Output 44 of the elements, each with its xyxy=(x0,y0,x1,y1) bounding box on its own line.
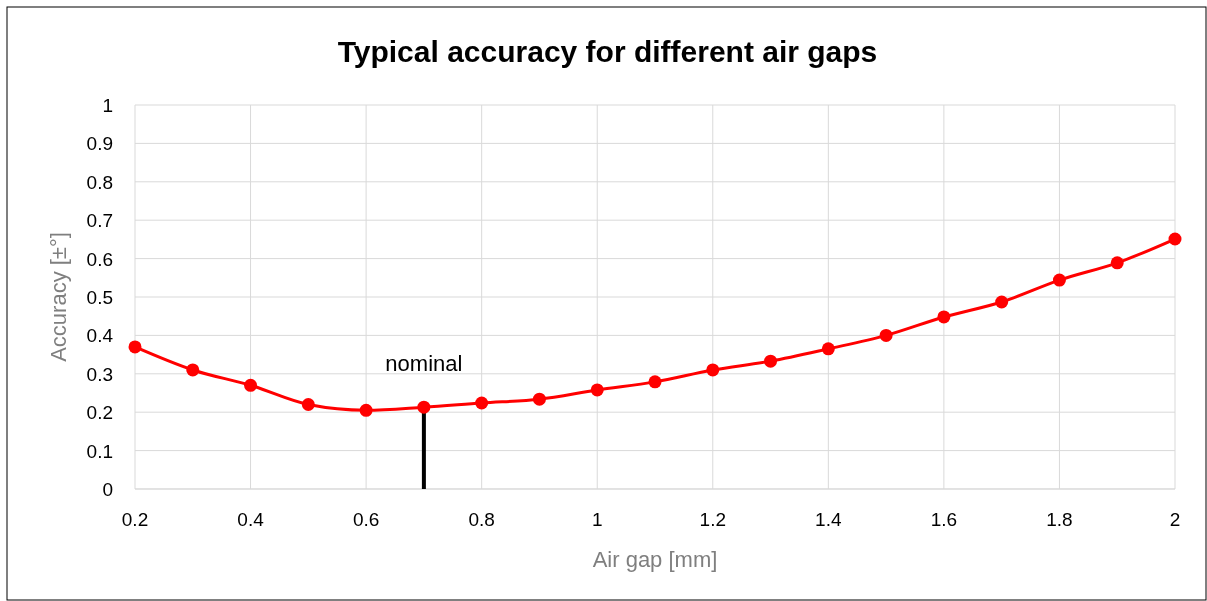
point xyxy=(995,295,1009,309)
point xyxy=(1110,256,1124,270)
point xyxy=(821,342,835,356)
x-tick-label: 0.8 xyxy=(468,509,495,530)
x-tick-label: 0.4 xyxy=(237,509,265,530)
x-tick-label: 1.4 xyxy=(815,509,842,530)
x-tick-label: 1.8 xyxy=(1046,509,1073,530)
point xyxy=(301,398,315,412)
point xyxy=(417,400,431,414)
x-axis-title: Air gap [mm] xyxy=(592,547,718,572)
x-tick-label: 0.6 xyxy=(352,509,380,530)
chart-title: Typical accuracy for different air gaps xyxy=(337,35,878,68)
point xyxy=(706,363,720,377)
y-tick-label: 0.8 xyxy=(86,171,113,193)
y-tick-label: 0.9 xyxy=(86,133,113,155)
y-tick-label: 0 xyxy=(102,479,113,500)
y-tick-label: 0.4 xyxy=(86,325,114,347)
point xyxy=(1168,232,1182,246)
point xyxy=(186,363,200,377)
point xyxy=(590,383,604,397)
y-tick-label: 1 xyxy=(102,95,113,116)
point xyxy=(359,403,373,417)
y-tick-label: 0.5 xyxy=(86,287,113,308)
x-tick-label: 1.6 xyxy=(930,509,958,530)
y-tick-label: 0.2 xyxy=(86,402,113,424)
point xyxy=(128,340,142,354)
x-tick-label: 2 xyxy=(1169,509,1181,530)
point xyxy=(475,396,489,410)
point xyxy=(1052,273,1066,287)
point xyxy=(648,375,662,389)
y-tick-label: 0.3 xyxy=(86,363,113,385)
point xyxy=(244,378,258,392)
y-tick-label: 0.6 xyxy=(86,248,113,270)
x-tick-label: 0.2 xyxy=(121,509,149,530)
y-tick-label: 0.1 xyxy=(86,440,113,462)
point xyxy=(532,392,546,406)
point xyxy=(764,354,778,368)
x-tick-label: 1.2 xyxy=(699,509,726,530)
y-axis-title: Accuracy [±°] xyxy=(46,232,71,362)
point xyxy=(879,328,893,342)
x-tick-label: 1 xyxy=(591,509,603,530)
y-tick-label: 0.7 xyxy=(86,210,113,232)
point xyxy=(937,310,951,324)
ref-line-label: nominal xyxy=(385,351,463,377)
